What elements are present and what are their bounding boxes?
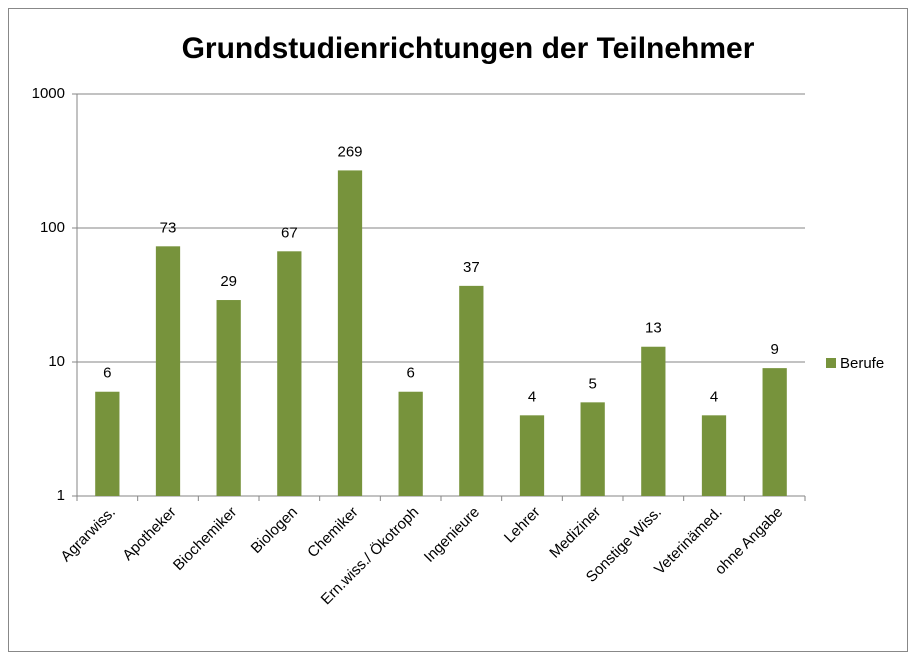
data-label: 73 (160, 219, 177, 236)
data-label: 29 (220, 273, 237, 290)
bar (459, 285, 484, 496)
data-label: 13 (645, 320, 662, 337)
y-tick-label: 100 (40, 219, 65, 236)
data-label: 4 (528, 388, 536, 405)
bar (277, 251, 302, 496)
data-label: 5 (588, 375, 596, 392)
bar (519, 415, 545, 496)
bar (95, 391, 120, 496)
y-tick-label: 1000 (32, 85, 65, 102)
bar (641, 346, 666, 496)
chart-title: Grundstudienrichtungen der Teilnehmer (182, 32, 755, 65)
data-label: 9 (770, 341, 778, 358)
legend-label: Berufe (840, 355, 884, 372)
bar (216, 300, 241, 496)
data-label: 6 (103, 365, 111, 382)
bar (580, 402, 605, 496)
data-label: 4 (710, 388, 718, 405)
bar (762, 368, 787, 496)
data-label: 37 (463, 259, 480, 276)
data-label: 269 (337, 143, 362, 160)
bar (155, 246, 181, 496)
legend-swatch (826, 358, 836, 368)
data-label: 67 (281, 224, 298, 241)
bar (337, 170, 363, 496)
bar (701, 415, 727, 496)
y-tick-label: 1 (57, 487, 65, 504)
data-label: 6 (406, 365, 414, 382)
bar (398, 391, 423, 496)
chart-frame (8, 8, 908, 652)
y-tick-label: 10 (48, 353, 65, 370)
